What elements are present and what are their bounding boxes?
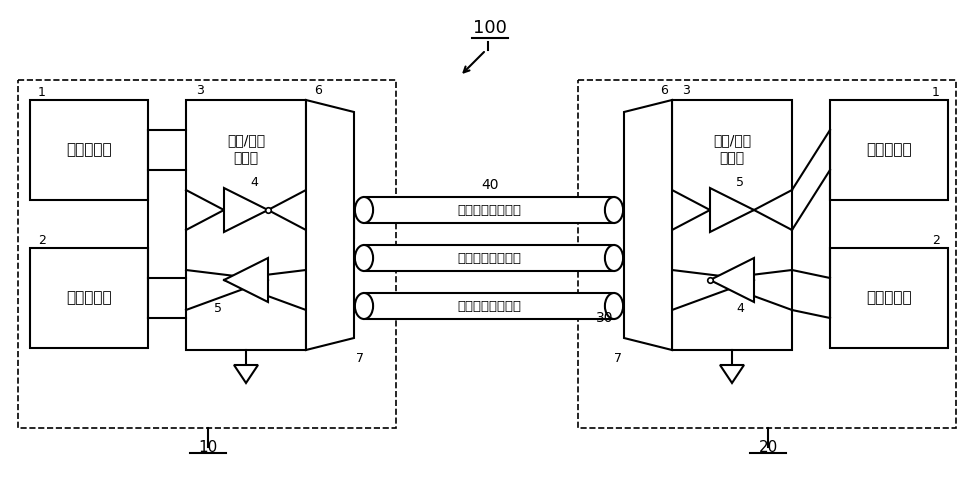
Polygon shape xyxy=(364,197,614,223)
Polygon shape xyxy=(224,258,268,302)
Text: 3: 3 xyxy=(682,84,690,96)
Polygon shape xyxy=(710,258,754,302)
Text: 40: 40 xyxy=(481,178,499,192)
Text: 20: 20 xyxy=(758,440,778,456)
Text: 5: 5 xyxy=(736,176,744,188)
Polygon shape xyxy=(234,365,258,383)
Text: 7: 7 xyxy=(356,352,364,364)
Text: 2: 2 xyxy=(932,234,940,246)
Text: 100: 100 xyxy=(473,19,507,37)
Polygon shape xyxy=(186,100,306,350)
Polygon shape xyxy=(830,248,948,348)
Text: 电源地对传输线路: 电源地对传输线路 xyxy=(457,204,521,216)
Text: 差分信号传输线路: 差分信号传输线路 xyxy=(457,252,521,264)
Ellipse shape xyxy=(605,245,623,271)
Text: 6: 6 xyxy=(314,84,322,96)
Text: 4: 4 xyxy=(736,302,744,314)
Text: 电源电路块: 电源电路块 xyxy=(66,142,112,158)
Text: 2: 2 xyxy=(38,234,46,246)
Text: 1: 1 xyxy=(932,86,940,98)
Polygon shape xyxy=(830,100,948,200)
Text: 电路块: 电路块 xyxy=(719,151,745,165)
Polygon shape xyxy=(364,245,614,271)
Text: 功能电路块: 功能电路块 xyxy=(866,290,912,306)
Polygon shape xyxy=(30,100,148,200)
Polygon shape xyxy=(224,188,268,232)
Text: 差分信号传输线路: 差分信号传输线路 xyxy=(457,300,521,312)
Text: 4: 4 xyxy=(250,176,258,188)
Ellipse shape xyxy=(355,245,373,271)
Text: 电路块: 电路块 xyxy=(233,151,259,165)
Text: 电源电路块: 电源电路块 xyxy=(866,142,912,158)
Text: 1: 1 xyxy=(38,86,46,98)
Text: 3: 3 xyxy=(196,84,204,96)
Polygon shape xyxy=(672,100,792,350)
Text: 输入/输出: 输入/输出 xyxy=(712,133,752,147)
Ellipse shape xyxy=(355,293,373,319)
Ellipse shape xyxy=(605,293,623,319)
Text: 5: 5 xyxy=(214,302,222,314)
Polygon shape xyxy=(624,100,672,350)
Text: 输入/输出: 输入/输出 xyxy=(227,133,265,147)
Polygon shape xyxy=(710,188,754,232)
Text: 10: 10 xyxy=(198,440,218,456)
Ellipse shape xyxy=(605,197,623,223)
Polygon shape xyxy=(306,100,354,350)
Polygon shape xyxy=(720,365,744,383)
Text: 30: 30 xyxy=(596,311,614,325)
Polygon shape xyxy=(30,248,148,348)
Text: 功能电路块: 功能电路块 xyxy=(66,290,112,306)
Ellipse shape xyxy=(355,197,373,223)
Text: 7: 7 xyxy=(614,352,622,364)
Polygon shape xyxy=(364,293,614,319)
Text: 6: 6 xyxy=(660,84,668,96)
